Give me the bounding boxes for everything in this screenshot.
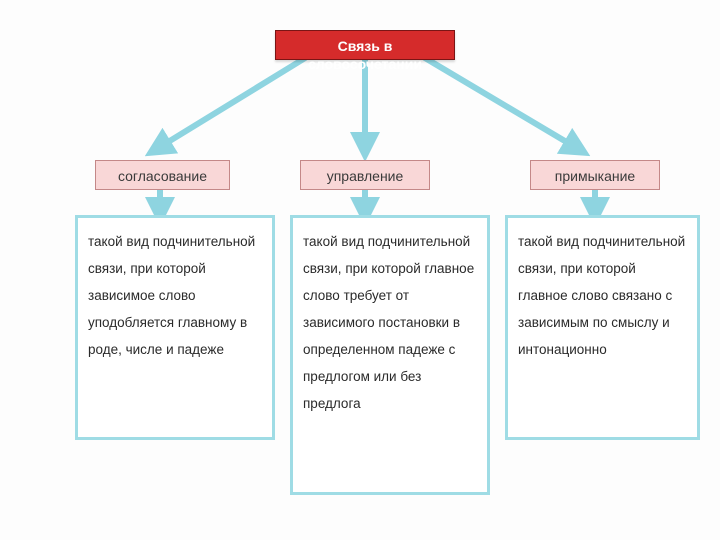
type-box-soglasovanie: согласование bbox=[95, 160, 230, 190]
definition-primykanie: такой вид подчинительной связи, при кото… bbox=[505, 215, 700, 440]
root-title: Связь в словосочетании bbox=[275, 30, 455, 60]
definition-upravlenie: такой вид подчинительной связи, при кото… bbox=[290, 215, 490, 495]
definition-soglasovanie: такой вид подчинительной связи, при кото… bbox=[75, 215, 275, 440]
type-box-primykanie: примыкание bbox=[530, 160, 660, 190]
type-box-upravlenie: управление bbox=[300, 160, 430, 190]
